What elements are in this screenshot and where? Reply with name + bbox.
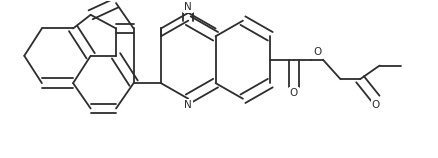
Text: O: O (312, 47, 321, 57)
Text: O: O (289, 88, 297, 98)
Text: N: N (184, 100, 192, 110)
Text: O: O (371, 100, 379, 110)
Text: N: N (184, 2, 192, 12)
